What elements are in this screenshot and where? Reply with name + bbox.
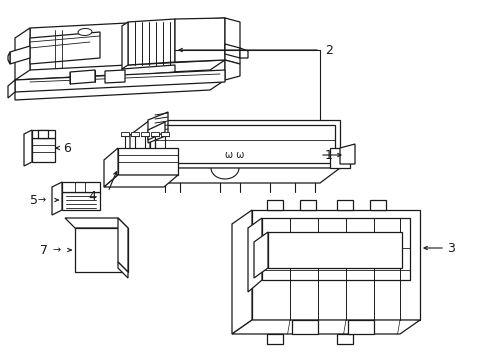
Polygon shape <box>155 125 335 163</box>
Text: ω ω: ω ω <box>225 150 245 160</box>
Polygon shape <box>128 19 175 65</box>
Polygon shape <box>38 130 48 138</box>
Polygon shape <box>340 144 355 164</box>
Polygon shape <box>121 132 129 136</box>
Polygon shape <box>131 132 139 136</box>
Polygon shape <box>150 120 340 168</box>
Polygon shape <box>10 46 30 64</box>
Ellipse shape <box>78 28 92 36</box>
Polygon shape <box>24 130 32 166</box>
Text: 2: 2 <box>325 44 333 57</box>
Polygon shape <box>267 200 283 210</box>
Polygon shape <box>248 218 262 292</box>
Polygon shape <box>161 132 169 136</box>
Polygon shape <box>8 52 10 64</box>
Polygon shape <box>52 182 62 215</box>
Polygon shape <box>252 210 420 320</box>
Polygon shape <box>32 138 55 162</box>
Text: 4: 4 <box>88 189 96 202</box>
Polygon shape <box>300 200 316 210</box>
Polygon shape <box>30 32 100 64</box>
Text: 6: 6 <box>63 141 71 154</box>
Polygon shape <box>348 320 374 334</box>
Polygon shape <box>130 168 340 183</box>
Polygon shape <box>330 148 350 168</box>
Polygon shape <box>122 65 175 76</box>
Polygon shape <box>337 334 353 344</box>
Polygon shape <box>118 218 128 272</box>
Polygon shape <box>254 232 268 278</box>
Polygon shape <box>225 60 240 80</box>
Polygon shape <box>370 200 386 210</box>
Polygon shape <box>268 232 402 268</box>
Polygon shape <box>175 18 225 62</box>
Polygon shape <box>15 28 30 80</box>
Polygon shape <box>70 70 95 84</box>
Polygon shape <box>65 218 128 228</box>
Polygon shape <box>32 130 55 138</box>
Polygon shape <box>118 148 178 175</box>
Polygon shape <box>118 262 128 278</box>
Polygon shape <box>148 112 168 143</box>
Polygon shape <box>267 334 283 344</box>
Polygon shape <box>15 70 225 92</box>
Text: →: → <box>38 195 46 205</box>
Text: 3: 3 <box>447 242 455 255</box>
Polygon shape <box>30 18 225 70</box>
Polygon shape <box>8 80 15 98</box>
Polygon shape <box>148 122 165 140</box>
Polygon shape <box>104 148 118 187</box>
Polygon shape <box>292 320 318 334</box>
Polygon shape <box>240 48 248 58</box>
Polygon shape <box>232 210 252 334</box>
Polygon shape <box>130 120 150 183</box>
Polygon shape <box>151 132 159 136</box>
Polygon shape <box>122 22 128 69</box>
Polygon shape <box>15 60 225 100</box>
Polygon shape <box>62 182 100 192</box>
Polygon shape <box>225 18 240 64</box>
Polygon shape <box>62 192 100 210</box>
Polygon shape <box>75 228 128 272</box>
Text: 1: 1 <box>325 149 333 162</box>
Text: 7: 7 <box>40 243 48 257</box>
Polygon shape <box>337 200 353 210</box>
Polygon shape <box>105 70 125 83</box>
Polygon shape <box>141 132 149 136</box>
Polygon shape <box>104 175 178 187</box>
Polygon shape <box>225 44 240 58</box>
Polygon shape <box>262 218 410 280</box>
Text: 5: 5 <box>30 194 38 207</box>
Text: →: → <box>53 245 61 255</box>
Polygon shape <box>232 320 420 334</box>
